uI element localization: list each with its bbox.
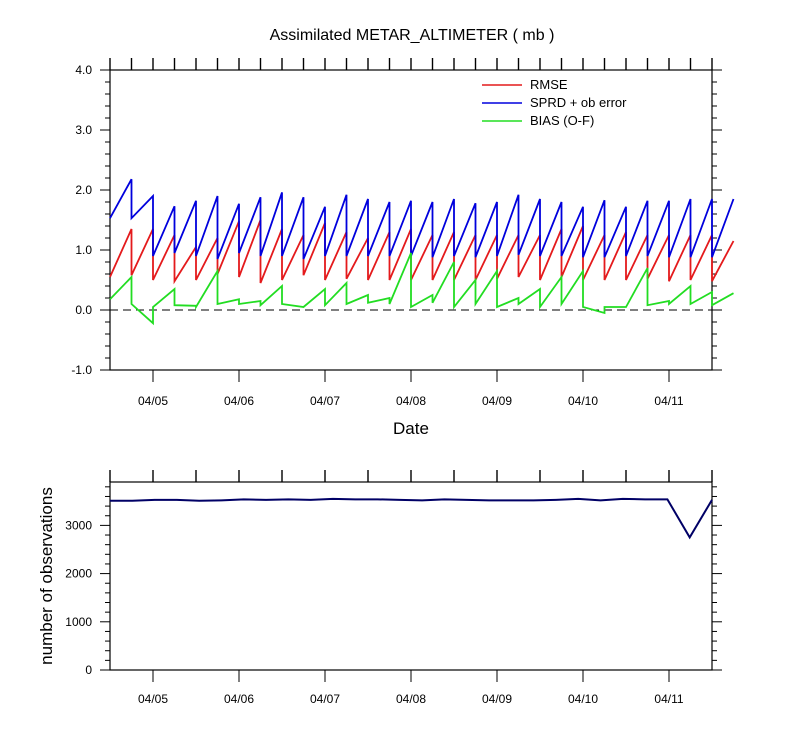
x-tick-label: 04/05 (138, 394, 168, 408)
series-lines (109, 178, 735, 326)
legend-label-bias: BIAS (O-F) (530, 113, 594, 128)
y-tick-label: 1.0 (75, 243, 92, 257)
x-tick-label-obs: 04/06 (224, 692, 254, 706)
x-axis-title: Date (393, 419, 429, 438)
y-tick-label-obs: 0 (85, 663, 92, 677)
y-tick-label: 2.0 (75, 183, 92, 197)
x-tick-label: 04/07 (310, 394, 340, 408)
y-axis-title-obs: number of observations (37, 487, 56, 665)
x-tick-label: 04/11 (654, 394, 683, 408)
y-tick-label-obs: 3000 (65, 518, 92, 532)
y-tick-label: 3.0 (75, 123, 92, 137)
y-tick-label-obs: 1000 (65, 615, 92, 629)
legend-label-rmse: RMSE (530, 77, 568, 92)
legend: RMSE SPRD + ob error BIAS (O-F) (482, 77, 627, 128)
y-tick-label: -1.0 (71, 363, 92, 377)
series-line-sprd (109, 178, 735, 260)
y-tick-label: 0.0 (75, 303, 92, 317)
x-axis-obs: 04/05 04/06 04/07 04/08 04/09 04/10 04/11 (109, 470, 713, 706)
y-axis-obs: 0 1000 2000 3000 (65, 486, 722, 677)
series-line-bias (109, 252, 734, 326)
y-axis: 4.0 3.0 2.0 1.0 0.0 -1.0 (71, 63, 722, 377)
x-tick-label: 04/09 (482, 394, 512, 408)
y-tick-label-obs: 2000 (65, 567, 92, 581)
chart-title: Assimilated METAR_ALTIMETER ( mb ) (270, 27, 555, 44)
x-axis: 04/05 04/06 04/07 04/08 04/09 04/10 04/11 (109, 58, 713, 408)
series-obs-count (110, 497, 713, 540)
x-tick-label-obs: 04/11 (654, 692, 683, 706)
x-tick-label-obs: 04/08 (396, 692, 426, 706)
x-tick-label-obs: 04/05 (138, 692, 168, 706)
x-tick-label: 04/10 (568, 394, 598, 408)
plot-frame-obs (109, 481, 713, 671)
x-tick-label: 04/06 (224, 394, 254, 408)
x-tick-label-obs: 04/10 (568, 692, 598, 706)
y-tick-label: 4.0 (75, 63, 92, 77)
x-tick-label-obs: 04/07 (310, 692, 340, 706)
x-tick-label-obs: 04/09 (482, 692, 512, 706)
legend-label-sprd: SPRD + ob error (530, 95, 627, 110)
obs-count-line (110, 497, 713, 540)
bias-rmse-panel: Assimilated METAR_ALTIMETER ( mb ) 4.0 3.… (71, 27, 735, 438)
x-tick-label: 04/08 (396, 394, 426, 408)
